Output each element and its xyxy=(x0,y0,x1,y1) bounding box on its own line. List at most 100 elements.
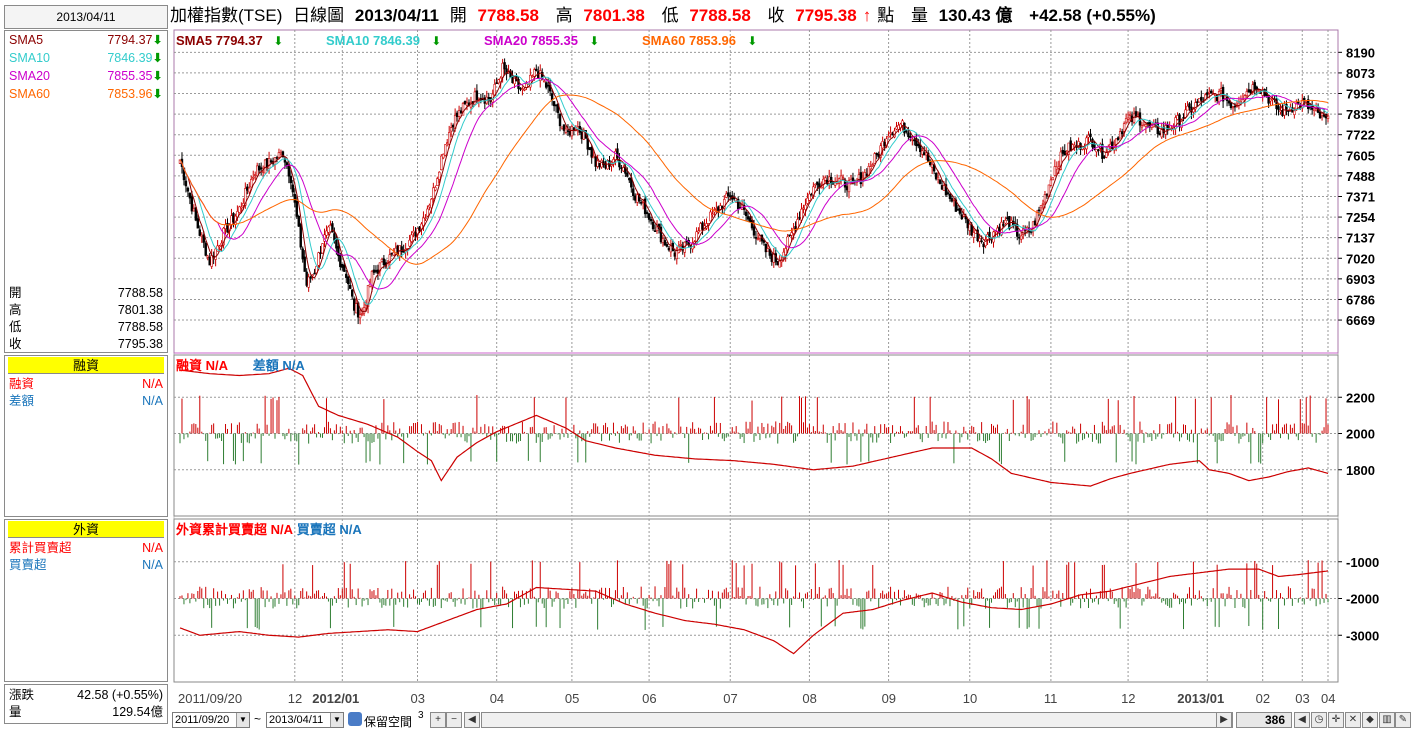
foreign-net-value: N/A xyxy=(142,558,163,572)
candle-body xyxy=(254,174,257,176)
candle-body xyxy=(552,101,556,107)
back-button[interactable]: ◀ xyxy=(1294,712,1310,728)
candle-body xyxy=(232,213,235,223)
candle-body xyxy=(600,160,603,168)
candle-body xyxy=(1196,101,1199,103)
candle-body xyxy=(980,240,983,243)
candle-body xyxy=(632,188,635,197)
close-label: 收 xyxy=(9,337,22,351)
header-volume-label: 量 xyxy=(910,6,928,25)
candle-body xyxy=(343,264,346,272)
candle-body xyxy=(1120,131,1124,135)
candle-body xyxy=(204,242,207,256)
candle-body xyxy=(1004,219,1007,224)
candle-body xyxy=(440,155,443,170)
scroll-track[interactable] xyxy=(481,712,1233,728)
candle-body xyxy=(313,272,316,275)
candle-body xyxy=(531,75,534,78)
candle-body xyxy=(792,228,795,234)
candle-body xyxy=(542,80,546,83)
candle-body xyxy=(341,263,344,268)
chevron-down-icon: ▼ xyxy=(236,713,249,727)
crosshair-icon[interactable]: ✛ xyxy=(1328,712,1344,728)
legend-sma20: SMA20 7855.35 xyxy=(484,33,578,48)
candle-body xyxy=(917,143,920,147)
volume-group: 量 130.43 億 xyxy=(911,6,1018,25)
zoom-in-icon[interactable]: ◆ xyxy=(1362,712,1378,728)
candle-body xyxy=(196,218,200,229)
candle-body xyxy=(875,152,878,156)
scroll-right-button[interactable]: ▶ xyxy=(1216,712,1232,728)
candle-body xyxy=(1006,217,1009,220)
candle-body xyxy=(352,298,356,311)
candle-body xyxy=(432,187,435,199)
end-date-select[interactable]: 2013/04/11 ▼ xyxy=(266,712,344,728)
candle-body xyxy=(744,211,748,216)
candle-body xyxy=(246,186,249,191)
candle-body xyxy=(814,183,817,186)
scroll-left-button[interactable]: ◀ xyxy=(464,712,480,728)
margin-label: 融資 xyxy=(9,377,35,391)
candle-body xyxy=(430,198,433,209)
sma60-label: SMA60 xyxy=(9,87,50,101)
x-tick-label: 04 xyxy=(490,691,504,706)
kline-chart[interactable]: 2011/09/20 12 2012/01 03 04 05 06 07 08 09 10 11 12 2… xyxy=(170,28,1412,711)
zoom-out-icon[interactable]: ✕ xyxy=(1345,712,1361,728)
y-tick-label: 6669 xyxy=(1346,313,1375,328)
margin-diff-label: 差額 xyxy=(9,394,35,408)
candle-body xyxy=(436,178,439,186)
candle-body xyxy=(976,229,979,242)
y-tick-label: 7371 xyxy=(1346,189,1375,204)
y-tick-label: 7254 xyxy=(1346,210,1376,225)
candle-body xyxy=(847,180,851,193)
x-tick-label: 07 xyxy=(723,691,737,706)
y-tick-label: -3000 xyxy=(1346,628,1379,643)
header-high-value: 7801.38 xyxy=(583,6,645,25)
candle-body xyxy=(1178,114,1181,126)
clock-icon[interactable]: ◷ xyxy=(1311,712,1327,728)
low-group: 低 7788.58 xyxy=(662,6,757,25)
candle-body xyxy=(618,159,621,168)
candle-body xyxy=(1176,115,1179,120)
candle-body xyxy=(255,165,259,177)
candle-body xyxy=(1158,132,1161,136)
reserve-decrease-button[interactable]: − xyxy=(446,712,462,728)
foreign-legend-1: 買賣超 N/A xyxy=(297,522,363,537)
start-date-select[interactable]: 2011/09/20 ▼ xyxy=(172,712,250,728)
candle-body xyxy=(242,203,245,206)
candle-body xyxy=(521,88,524,90)
header-close-label: 收 xyxy=(767,6,785,25)
candle-body xyxy=(517,78,520,89)
candle-body xyxy=(331,223,334,233)
candle-body xyxy=(544,82,548,88)
y-tick-label: 8190 xyxy=(1346,45,1375,60)
candle-body xyxy=(766,248,770,252)
sma60-row: SMA60 7853.96⬇ xyxy=(9,86,163,103)
candle-body xyxy=(1312,108,1316,112)
change-label: 漲跌 xyxy=(9,688,35,702)
pen-icon[interactable]: ✎ xyxy=(1395,712,1411,728)
candle-body xyxy=(1229,102,1233,108)
candle-body xyxy=(558,113,562,127)
candle-body xyxy=(873,153,876,164)
candle-body xyxy=(1037,209,1041,212)
candle-body xyxy=(592,156,595,159)
candle-body xyxy=(808,193,811,201)
candle-body xyxy=(1239,100,1243,103)
candle-body xyxy=(366,285,370,307)
sma10-row: SMA10 7846.39⬇ xyxy=(9,50,163,67)
chart-type-icon[interactable]: ▥ xyxy=(1379,712,1395,728)
candle-body xyxy=(392,251,395,256)
low-label: 低 xyxy=(9,320,22,334)
open-row: 開 7788.58 xyxy=(9,285,163,302)
x-tick-label: 05 xyxy=(565,691,579,706)
candle-body xyxy=(519,87,522,90)
candle-body xyxy=(626,172,629,177)
x-tick-label: 06 xyxy=(642,691,656,706)
reserve-increase-button[interactable]: + xyxy=(430,712,446,728)
candle-body xyxy=(1109,143,1112,147)
margin-title: 融資 xyxy=(8,357,164,374)
candle-body xyxy=(408,239,411,247)
sma60-value: 7853.96 xyxy=(107,87,153,101)
x-tick-label: 10 xyxy=(963,691,977,706)
